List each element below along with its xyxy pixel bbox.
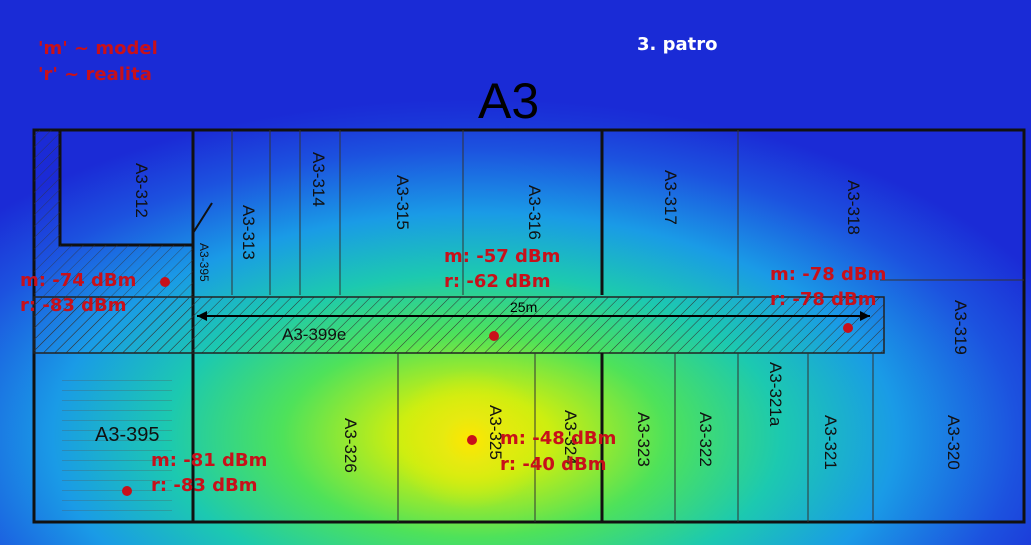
room-label-a3-324: A3-324: [561, 410, 580, 465]
measurement-4-model: m: -48 dBm: [500, 428, 616, 449]
measurement-2-real: r: -62 dBm: [444, 271, 551, 292]
measurement-markers: m: -74 dBm r: -83 dBm m: -57 dBm r: -62 …: [20, 246, 886, 496]
measurement-point-5: [122, 486, 132, 496]
building-title: A3: [478, 73, 539, 129]
room-label-a3-325: A3-325: [486, 405, 505, 460]
measurement-4-real: r: -40 dBm: [500, 454, 607, 475]
measurement-point-4: [467, 435, 477, 445]
room-label-a3-320: A3-320: [944, 415, 963, 470]
room-label-a3-321a: A3-321a: [766, 362, 785, 427]
room-label-a3-317: A3-317: [661, 170, 680, 225]
room-label-a3-321: A3-321: [821, 415, 840, 470]
room-labels: A3-312 A3-313 A3-314 A3-315 A3-316 A3-31…: [95, 152, 970, 473]
room-label-a3-316: A3-316: [525, 185, 544, 240]
legend-reality: 'r' ~ realita: [38, 64, 152, 85]
measurement-5-real: r: -83 dBm: [151, 475, 258, 496]
measurement-3-model: m: -78 dBm: [770, 264, 886, 285]
measurement-1-model: m: -74 dBm: [20, 270, 136, 291]
measurement-1-real: r: -83 dBm: [20, 295, 127, 316]
legend-model: 'm' ~ model: [38, 38, 158, 59]
scale-bar-label: 25m: [510, 299, 537, 315]
room-label-a3-315: A3-315: [393, 175, 412, 230]
staircase: [62, 372, 172, 512]
room-label-a3-399e: A3-399e: [282, 325, 346, 344]
room-label-a3-312: A3-312: [132, 163, 151, 218]
room-label-a3-313: A3-313: [239, 205, 258, 260]
room-label-a3-318: A3-318: [844, 180, 863, 235]
room-label-a3-395: A3-395: [95, 424, 160, 446]
measurement-3-real: r: -78 dBm: [770, 289, 877, 310]
room-label-a3-322: A3-322: [696, 412, 715, 467]
scale-bar: 25m: [197, 299, 870, 321]
measurement-point-3: [843, 323, 853, 333]
room-label-a3-323: A3-323: [634, 412, 653, 467]
measurement-point-1: [160, 277, 170, 287]
floor-label: 3. patro: [637, 34, 718, 55]
measurement-5-model: m: -81 dBm: [151, 450, 267, 471]
measurement-2-model: m: -57 dBm: [444, 246, 560, 267]
room-label-a3-319: A3-319: [951, 300, 970, 355]
room-label-a3-326: A3-326: [341, 418, 360, 473]
floor-plan: [32, 128, 1026, 524]
measurement-point-2: [489, 331, 499, 341]
room-label-a3-314: A3-314: [309, 152, 328, 207]
room-label-a3-395-small: A3-395: [197, 243, 211, 282]
